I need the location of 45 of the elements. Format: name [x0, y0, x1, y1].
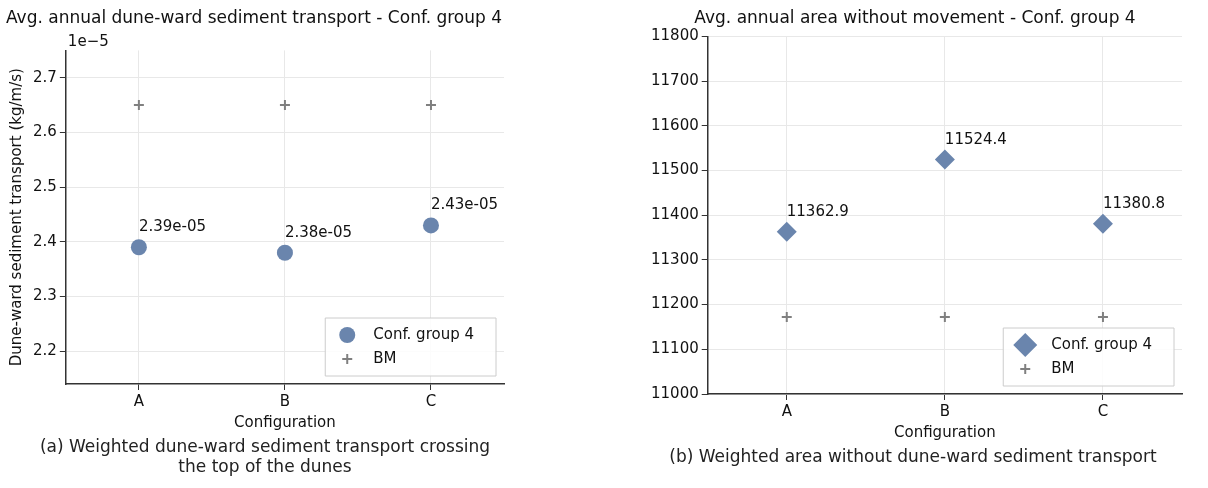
y-tick-label: 2.5 [33, 177, 57, 196]
y-tick-label: 2.2 [33, 341, 57, 360]
y-tick-label: 11600 [651, 115, 699, 134]
annotation: 1e−5 [67, 32, 109, 51]
x-tick-label: B [279, 391, 291, 410]
x-tick-label: C [425, 391, 437, 410]
text: (a) Weighted dune-ward sediment transport crossing the top of the dunes [38, 436, 492, 476]
x-tick-label: A [133, 391, 145, 410]
x-axis-title: Configuration [234, 412, 336, 431]
text: (b) Weighted area without dune-ward sediment transport [668, 446, 1158, 466]
annotation: 2.38e-05 [284, 222, 353, 241]
legend-label: Conf. group 4 [373, 324, 475, 343]
data-label: 11380.8 [1102, 193, 1165, 212]
y-tick-label: 11700 [651, 70, 699, 89]
y-tick-label: 11200 [651, 294, 699, 313]
annotation: 2.39e-05 [138, 217, 207, 236]
legend-label: Conf. group 4 [1051, 334, 1153, 353]
point [276, 244, 293, 261]
y-tick-label: 11100 [651, 339, 699, 358]
y-axis-title: Dune-ward sediment transport (kg/m/s) [6, 68, 25, 367]
point [776, 221, 797, 242]
x-axis-title: Configuration [893, 422, 996, 441]
chart-title: Avg. annual dune-ward sediment transport - Conf. group 4 [5, 6, 503, 27]
x-tick-label: C [1097, 401, 1109, 420]
y-tick-label: 2.4 [33, 231, 57, 250]
point [422, 217, 439, 234]
data-label: 11524.4 [944, 129, 1007, 148]
legend-label: BM [1051, 358, 1075, 377]
y-tick-label: 11400 [651, 205, 699, 224]
y-tick-label: 11800 [651, 26, 699, 45]
y-tick-label: 11500 [651, 160, 699, 179]
y-tick-label: 2.6 [33, 122, 57, 141]
x-tick-label: B [939, 401, 951, 420]
chart-title: Avg. annual area without movement - Conf. group 4 [694, 6, 1136, 27]
y-tick-label: 2.3 [33, 286, 57, 305]
annotation: 2.43e-05 [430, 195, 499, 214]
y-tick-label: 2.7 [33, 67, 57, 86]
point [1092, 213, 1113, 234]
legend-label: BM [373, 348, 397, 367]
y-tick-label: 11000 [651, 383, 699, 402]
point [934, 149, 955, 170]
x-tick-label: A [781, 401, 793, 420]
point [130, 239, 147, 256]
data-label: 11362.9 [786, 201, 849, 220]
y-tick-label: 11300 [651, 249, 699, 268]
